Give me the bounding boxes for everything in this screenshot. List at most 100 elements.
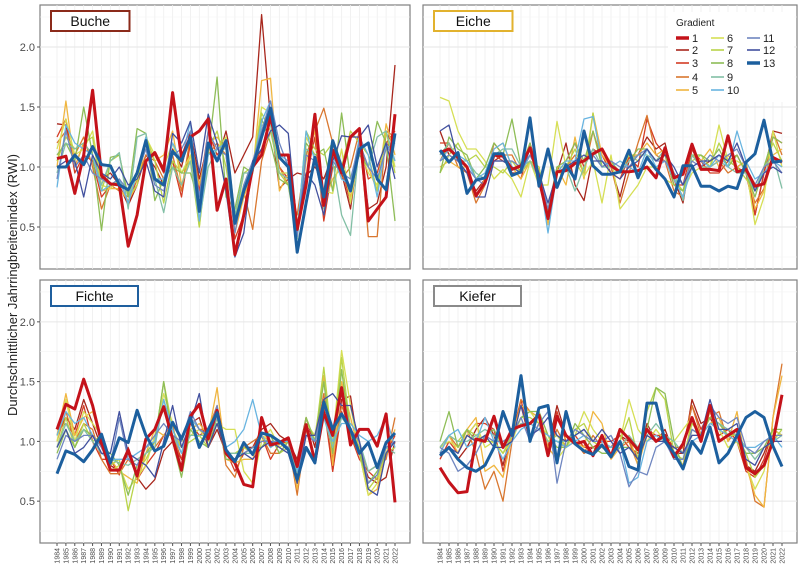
legend-label: 1 <box>692 33 698 45</box>
series-line-gradient-13 <box>438 374 784 473</box>
x-tick-label: 1985 <box>447 548 454 564</box>
y-tick-label: 1.5 <box>20 102 35 114</box>
x-tick-label: 2001 <box>206 548 213 564</box>
x-tick-label: 2008 <box>654 548 661 564</box>
legend-title: Gradient <box>676 18 715 29</box>
legend-item-2: 2 <box>676 45 698 57</box>
x-tick-label: 1996 <box>161 548 168 564</box>
x-tick-label: 2021 <box>384 548 391 564</box>
series-line-gradient-13 <box>57 106 397 254</box>
x-tick-label: 2010 <box>286 548 293 564</box>
x-tick-label: 1991 <box>501 548 508 564</box>
x-tick-label: 1990 <box>108 548 115 564</box>
x-tick-label: 2022 <box>780 548 787 564</box>
x-tick-label: 2014 <box>321 548 328 564</box>
legend-item-3: 3 <box>676 58 698 70</box>
x-tick-label: 2009 <box>663 548 670 564</box>
y-tick-label: 1.0 <box>20 436 35 448</box>
series-line-gradient-1 <box>56 88 397 257</box>
x-tick-label: 1989 <box>99 548 106 564</box>
legend-item-9: 9 <box>711 72 733 84</box>
x-tick-label: 1986 <box>72 548 79 564</box>
x-tick-label: 1995 <box>537 548 544 564</box>
x-tick-label: 2007 <box>645 548 652 564</box>
x-tick-label: 2000 <box>582 548 589 564</box>
x-tick-label: 1987 <box>465 548 472 564</box>
series-line-gradient-1 <box>439 134 783 221</box>
x-tick-label: 1999 <box>188 548 195 564</box>
legend-item-8: 8 <box>711 58 733 70</box>
x-tick-label: 1986 <box>456 548 463 564</box>
legend-item-13: 13 <box>747 58 775 70</box>
series-line-gradient-1 <box>55 377 397 503</box>
x-tick-label: 2013 <box>312 548 319 564</box>
x-tick-label: 2015 <box>717 548 724 564</box>
legend-label: 7 <box>727 45 733 57</box>
legend-label: 5 <box>692 85 698 97</box>
x-tick-label: 1997 <box>555 548 562 564</box>
legend-label: 9 <box>727 72 733 84</box>
x-tick-label: 1993 <box>519 548 526 564</box>
legend-label: 3 <box>692 58 698 70</box>
y-tick-label: 1.0 <box>20 162 35 174</box>
x-tick-label: 1991 <box>117 548 124 564</box>
legend-item-1: 1 <box>676 33 698 45</box>
x-tick-label: 1988 <box>474 548 481 564</box>
x-tick-label: 2002 <box>600 548 607 564</box>
x-tick-label: 1994 <box>143 548 150 564</box>
x-tick-label: 2007 <box>259 548 266 564</box>
x-tick-label: 2018 <box>357 548 364 564</box>
x-tick-label: 1988 <box>90 548 97 564</box>
x-tick-label: 1993 <box>135 548 142 564</box>
x-tick-label: 2017 <box>735 548 742 564</box>
series-line-gradient-13 <box>438 116 783 199</box>
panel-kiefer: 1984 1985 1986 1987 1988 1989 1990 1991 1992 1993… <box>422 279 798 564</box>
x-tick-label: 1992 <box>510 548 517 564</box>
legend-label: 4 <box>692 72 698 84</box>
x-tick-label: 1996 <box>546 548 553 564</box>
x-tick-label: 1984 <box>438 548 445 564</box>
x-tick-label: 2005 <box>627 548 634 564</box>
series-line-gradient-12 <box>439 398 782 466</box>
legend-item-10: 10 <box>711 85 739 97</box>
legend-label: 12 <box>763 45 775 57</box>
x-tick-label: 2002 <box>215 548 222 564</box>
panel-title-box <box>50 285 139 307</box>
x-tick-label: 2010 <box>672 548 679 564</box>
panel-title-box <box>50 10 131 32</box>
x-tick-label: 2018 <box>744 548 751 564</box>
x-tick-label: 2004 <box>618 548 625 564</box>
x-tick-label: 2016 <box>726 548 733 564</box>
x-tick-label: 2021 <box>771 548 778 564</box>
x-tick-label: 1989 <box>483 548 490 564</box>
x-tick-label: 1984 <box>55 548 62 564</box>
x-tick-label: 2005 <box>241 548 248 564</box>
series-line-gradient-13 <box>55 400 397 482</box>
x-tick-label: 2020 <box>375 548 382 564</box>
y-tick-label: 2.0 <box>20 317 35 329</box>
series-line-gradient-8 <box>56 76 396 240</box>
legend-background <box>668 12 794 102</box>
y-tick-label: 0.5 <box>20 496 35 508</box>
panel-title: Kiefer <box>459 288 496 304</box>
x-tick-label: 2020 <box>762 548 769 564</box>
x-tick-label: 2016 <box>339 548 346 564</box>
x-tick-label: 1987 <box>81 548 88 564</box>
y-axis-title: Durchschnittlicher Jahrringbreitenindex … <box>5 154 20 416</box>
x-tick-label: 1992 <box>126 548 133 564</box>
legend-item-12: 12 <box>747 45 775 57</box>
x-tick-label: 2001 <box>591 548 598 564</box>
x-tick-label: 2000 <box>197 548 204 564</box>
x-tick-label: 2008 <box>268 548 275 564</box>
panel-title: Eiche <box>456 13 491 29</box>
legend-label: 8 <box>727 58 733 70</box>
legend-item-7: 7 <box>711 45 733 57</box>
panel-title: Fichte <box>75 288 113 304</box>
y-tick-label: 2.0 <box>20 42 35 54</box>
legend-item-5: 5 <box>676 85 698 97</box>
x-tick-label: 2013 <box>699 548 706 564</box>
panel-title-box <box>433 285 522 307</box>
x-tick-label: 1998 <box>564 548 571 564</box>
legend-label: 11 <box>763 33 774 45</box>
